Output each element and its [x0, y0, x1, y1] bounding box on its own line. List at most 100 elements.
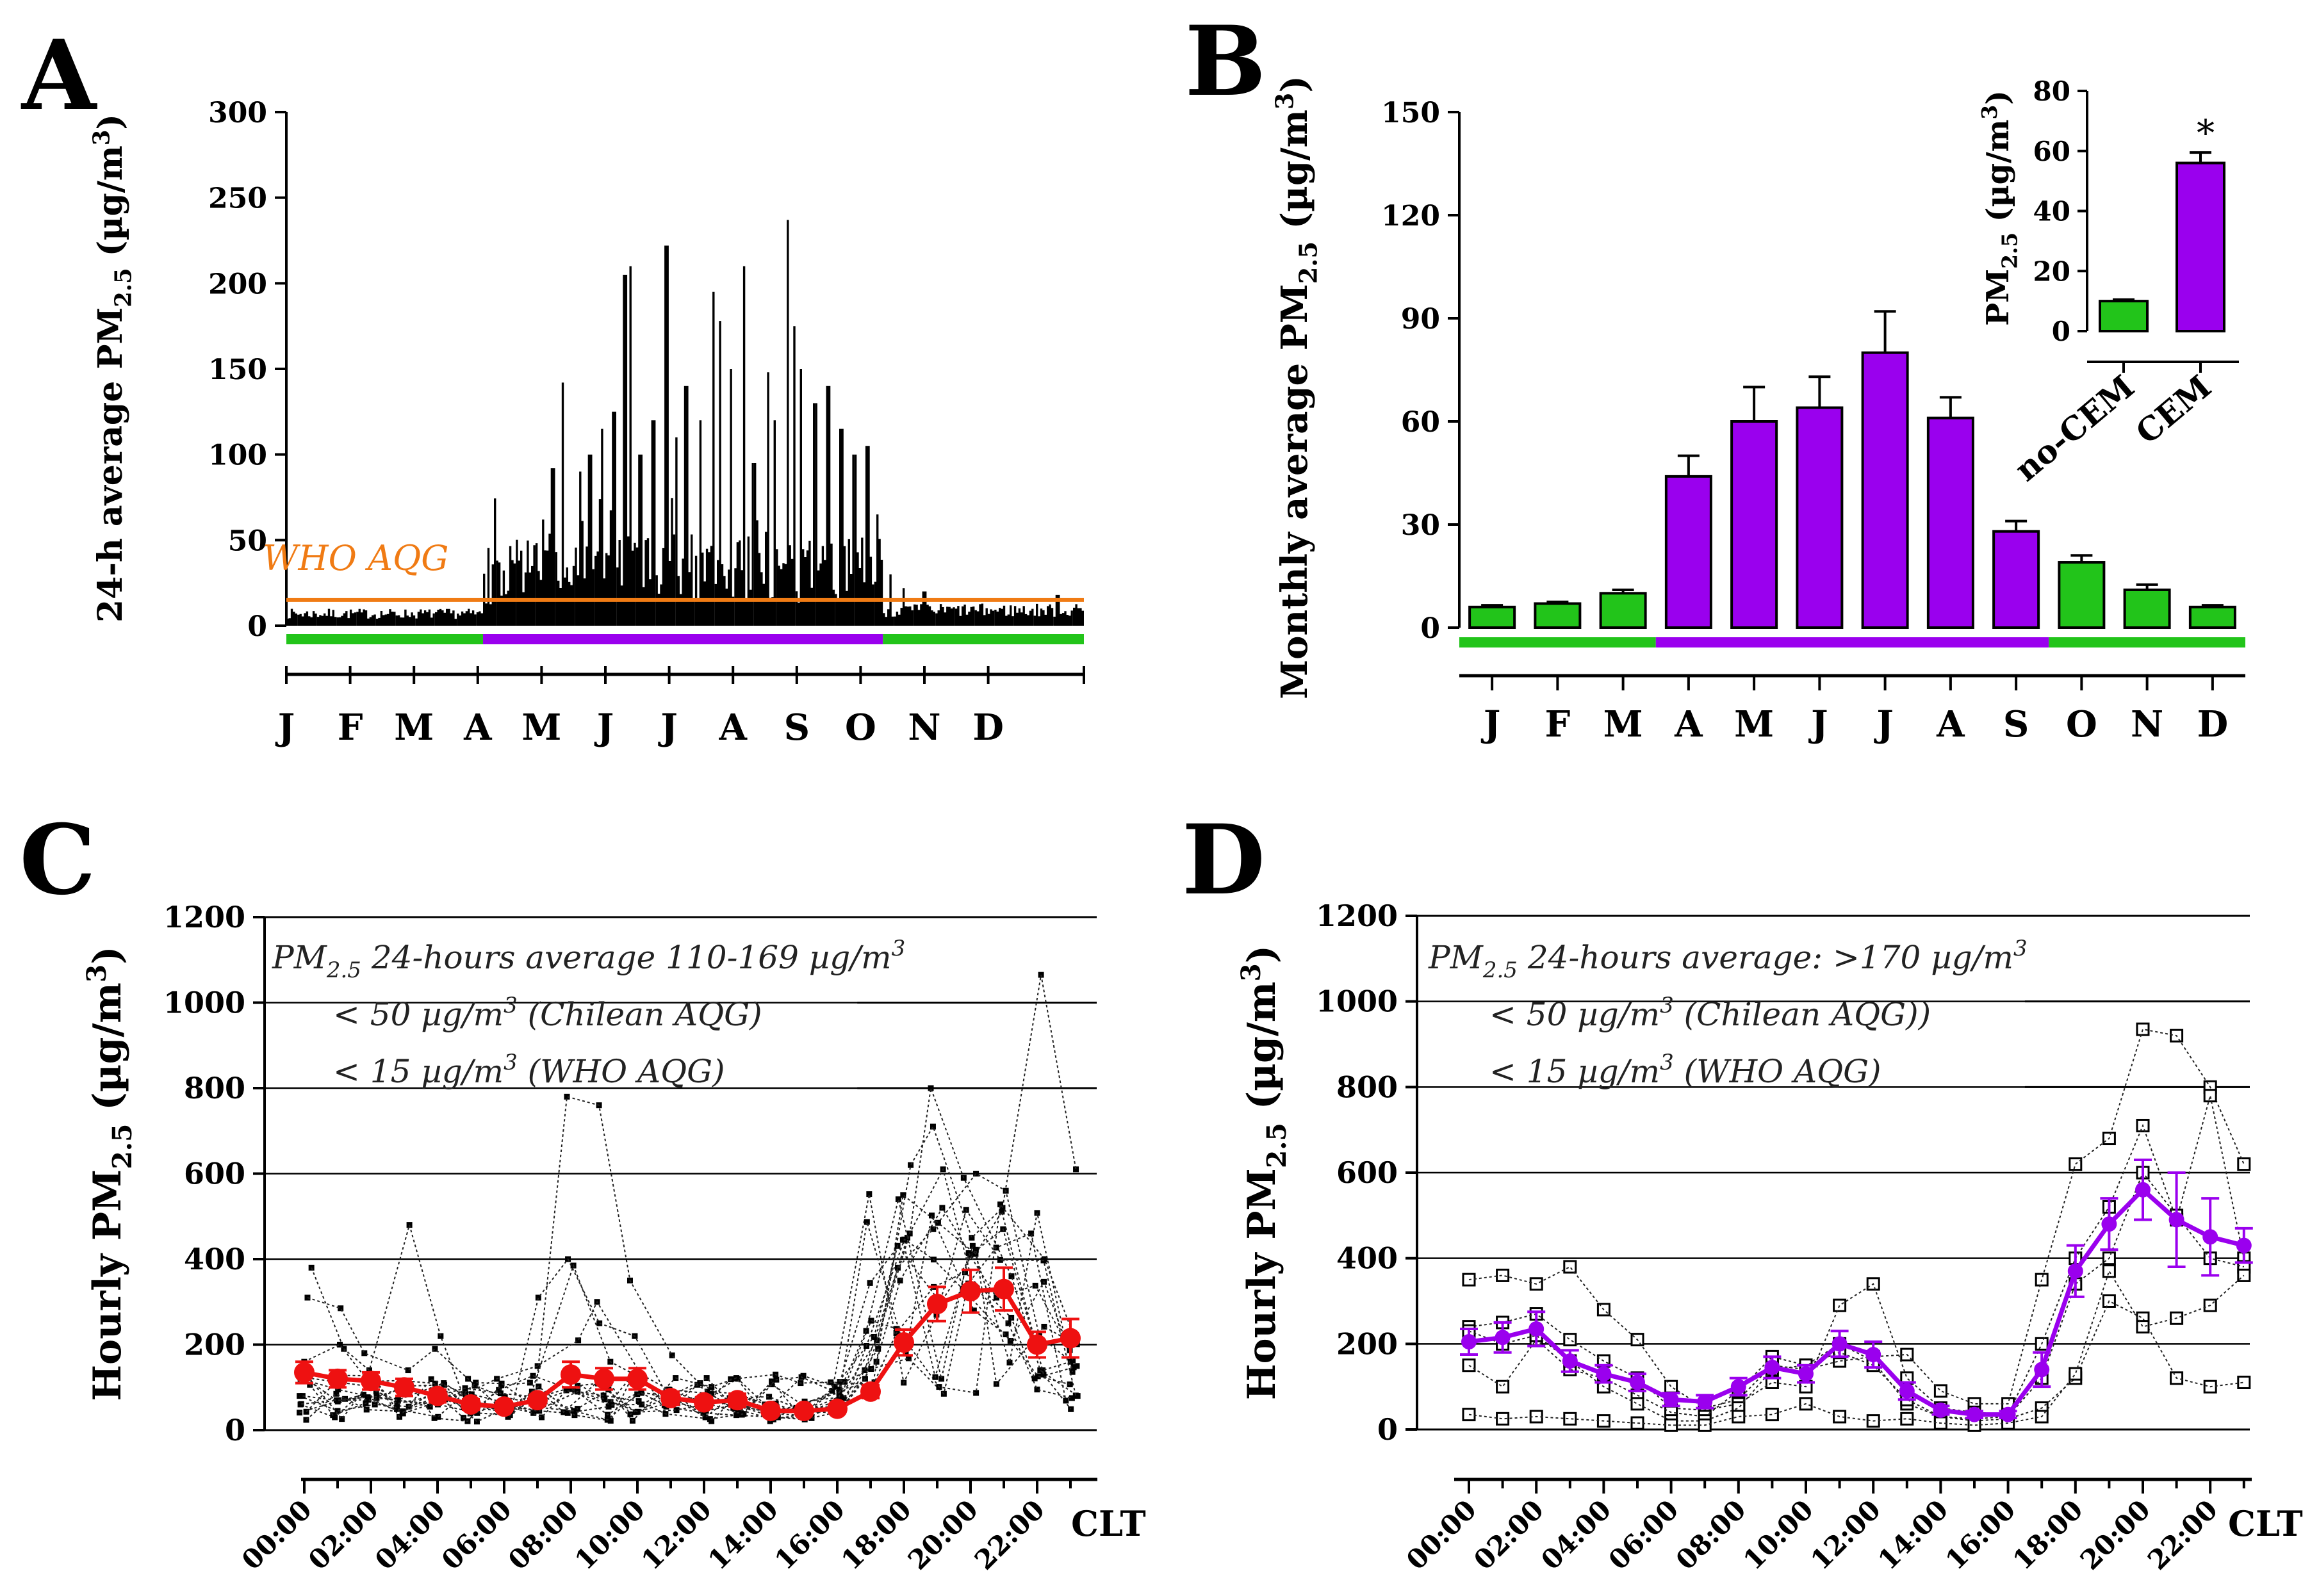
mean-point — [1831, 1336, 1848, 1352]
x-tick-label-A: A — [1674, 703, 1703, 745]
who-aqg-label: WHO AQG — [263, 538, 448, 578]
y-tick-label: 800 — [1336, 1070, 1398, 1104]
data-point — [1073, 1166, 1079, 1173]
annotation-line: PM2.5 24-hours average: >170 µg/m3 — [1428, 936, 2028, 983]
significance-star: * — [2197, 113, 2215, 154]
mean-point — [1697, 1394, 1713, 1410]
data-point — [972, 1246, 979, 1253]
x-tick-label-J: J — [1808, 703, 1828, 745]
y-axis-title-main: Hourly PM — [85, 1169, 130, 1401]
y-axis-title-sub: 2.5 — [107, 1124, 138, 1169]
individual-trace — [1468, 1269, 2245, 1426]
y-axis-title-sub: 2.5 — [111, 268, 137, 307]
individual-trace — [311, 1168, 1072, 1419]
data-point — [673, 1407, 680, 1413]
data-point — [1630, 1397, 1644, 1411]
mean-point — [594, 1368, 614, 1389]
bar-A — [1926, 416, 1974, 630]
data-point — [866, 1191, 873, 1198]
data-point — [895, 1196, 901, 1203]
data-point — [1833, 1298, 1847, 1312]
annotation-text: < 15 µg/m — [1489, 1053, 1660, 1090]
bar-M — [1599, 592, 1647, 629]
annotation-sup: 3 — [2013, 936, 2028, 961]
data-point — [897, 1277, 903, 1283]
y-axis-title: Hourly PM2.5 (µg/m3) — [81, 946, 138, 1401]
y-axis-title-close: ) — [1274, 76, 1316, 93]
data-point — [1070, 1357, 1076, 1364]
data-point — [2237, 1375, 2251, 1389]
annotation-text: (WHO AQG) — [1674, 1053, 1881, 1090]
data-point — [432, 1346, 438, 1352]
data-point — [2136, 1320, 2150, 1334]
data-point — [366, 1367, 372, 1374]
data-point — [1041, 1323, 1047, 1330]
individual-trace — [1468, 1300, 2244, 1422]
data-point — [997, 1201, 1004, 1208]
data-point — [394, 1401, 400, 1407]
inset-bar-CEM — [2176, 161, 2225, 332]
x-tick-label-D: D — [2197, 703, 2229, 745]
data-point — [930, 1123, 936, 1130]
mean-point — [627, 1368, 648, 1389]
y-tick-label: 200 — [208, 268, 267, 300]
data-point — [1005, 1320, 1012, 1326]
inset-y-tick-label: 20 — [2033, 256, 2070, 287]
individual-trace — [301, 1271, 1074, 1416]
data-point — [406, 1222, 413, 1228]
x-tick-label: 02:00 — [302, 1494, 384, 1576]
data-point — [1040, 1371, 1047, 1378]
annotation-sup: 3 — [1660, 993, 1674, 1018]
x-tick-label-S: S — [784, 706, 810, 749]
y-axis-title-sup: 3 — [1236, 963, 1266, 981]
annotation-line: < 50 µg/m3 (Chilean AQG) — [333, 993, 762, 1033]
individual-trace — [1468, 1095, 2245, 1415]
x-tick-label-M: M — [1603, 703, 1643, 745]
x-tick-label-S: S — [2003, 703, 2029, 745]
data-point — [864, 1219, 870, 1225]
x-tick-label-M: M — [394, 706, 434, 749]
data-point — [303, 1408, 309, 1415]
y-tick-label: 90 — [1401, 303, 1440, 336]
data-point — [297, 1393, 303, 1399]
y-tick-label: 1000 — [163, 986, 245, 1020]
x-tick-label: 22:00 — [2142, 1494, 2224, 1576]
data-point — [928, 1085, 934, 1091]
panel-letter-a: A — [20, 19, 98, 132]
y-tick-label: 200 — [184, 1328, 245, 1362]
mean-point — [1730, 1379, 1746, 1395]
data-point — [564, 1410, 571, 1416]
data-point — [2136, 1022, 2150, 1036]
data-point — [395, 1397, 401, 1403]
y-tick-label: 600 — [1336, 1155, 1398, 1190]
data-point — [1035, 1373, 1041, 1380]
annotation-line: PM2.5 24-hours average 110-169 µg/m3 — [272, 936, 905, 983]
individual-trace — [309, 1212, 1074, 1422]
x-tick-label: 04:00 — [1535, 1494, 1617, 1576]
data-point — [563, 1387, 570, 1394]
data-point — [905, 1355, 912, 1362]
y-tick-label: 400 — [184, 1242, 245, 1276]
data-point — [498, 1380, 505, 1387]
data-point — [596, 1320, 603, 1326]
inset-y-tick-label: 80 — [2033, 76, 2070, 107]
mean-point — [960, 1281, 981, 1302]
x-tick-label: 18:00 — [2007, 1494, 2089, 1576]
data-point — [997, 1257, 1003, 1263]
x-tick-label: 00:00 — [236, 1494, 318, 1576]
data-point — [1496, 1380, 1510, 1394]
inset-x-label: CEM — [2129, 368, 2218, 452]
y-axis-title-main: PM — [1980, 269, 2016, 326]
data-point — [474, 1410, 480, 1416]
data-point — [607, 1417, 614, 1424]
y-tick-label: 200 — [1336, 1326, 1398, 1361]
mean-point — [2067, 1263, 2083, 1279]
data-point — [431, 1415, 438, 1421]
mean-point — [494, 1396, 514, 1417]
data-point — [1900, 1412, 1914, 1426]
x-tick-label-J: J — [1873, 703, 1894, 745]
y-axis-title-sup: 3 — [88, 130, 115, 146]
y-tick-label: 150 — [208, 354, 267, 386]
annotation-line: < 15 µg/m3 (WHO AQG) — [1489, 1050, 1881, 1090]
mean-point — [1528, 1321, 1545, 1337]
